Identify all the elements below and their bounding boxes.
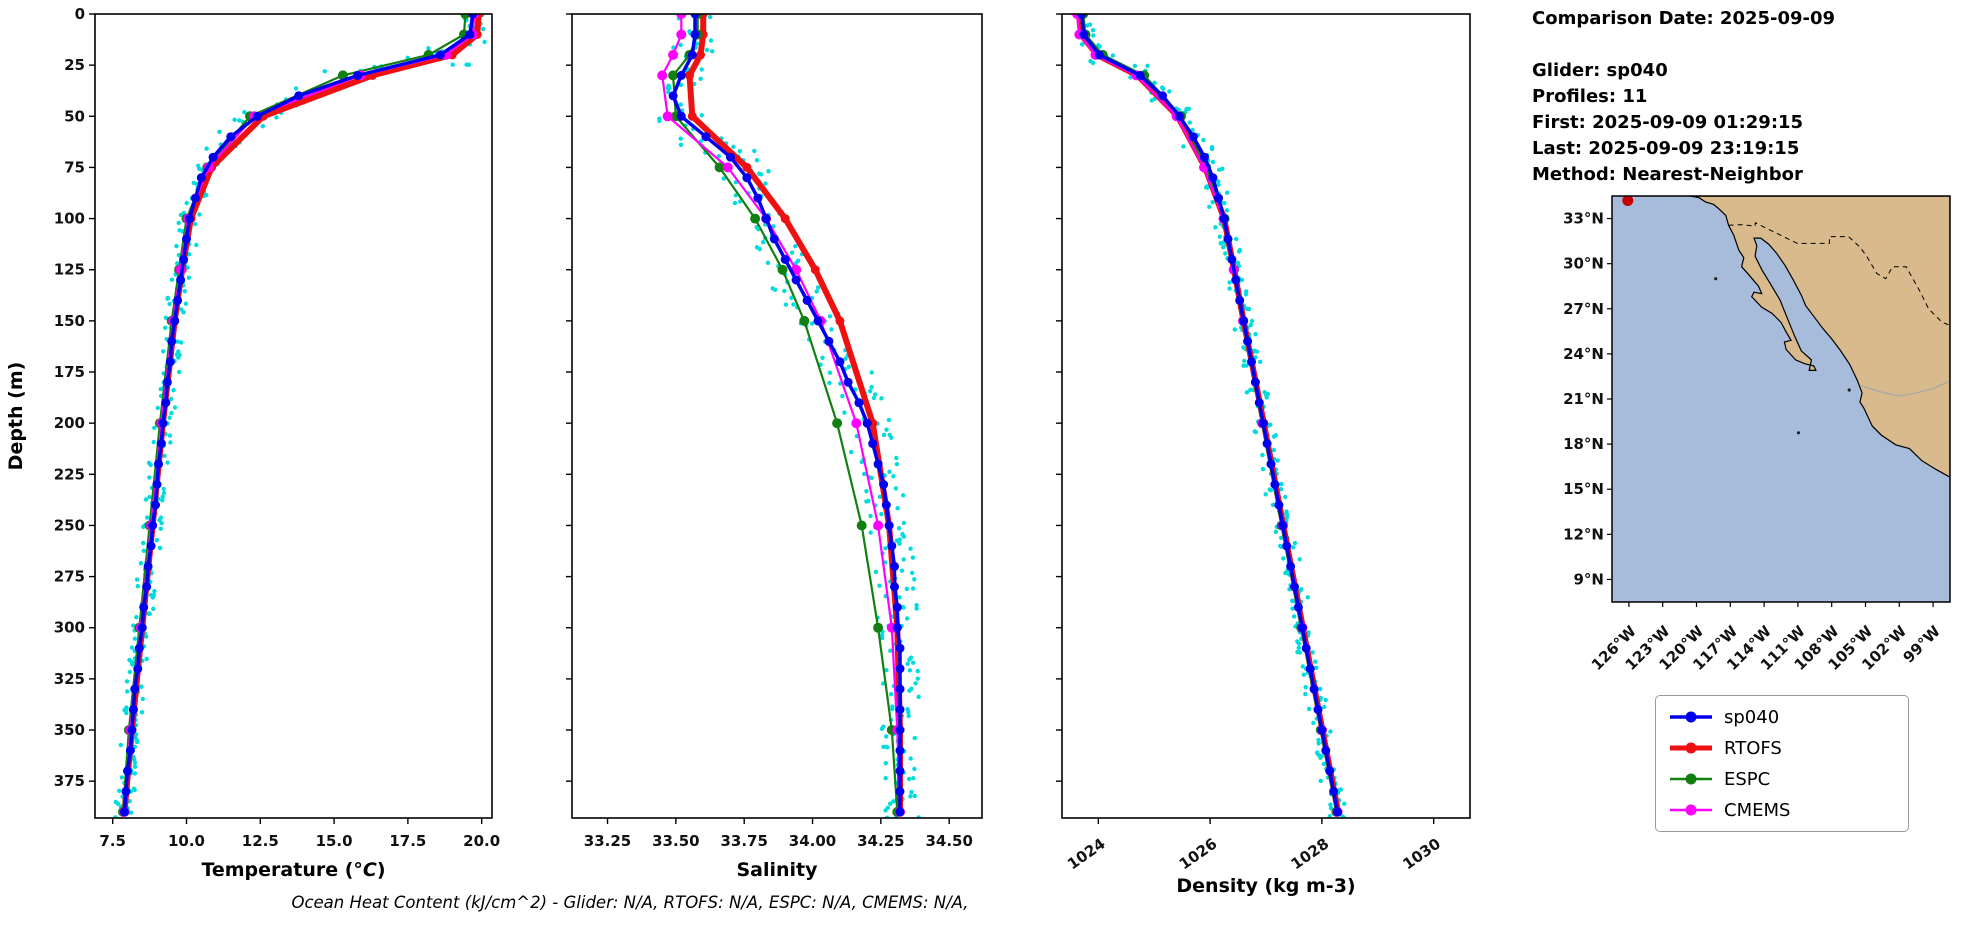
temperature-axis-title: Temperature (°C): [201, 859, 385, 881]
lat-label: 24°N: [1564, 345, 1604, 363]
salinity-frame: [571, 13, 983, 819]
svg-text:34.25: 34.25: [857, 832, 904, 850]
lat-label: 15°N: [1564, 480, 1604, 498]
svg-text:275: 275: [54, 568, 85, 586]
island-dot: [1796, 431, 1801, 435]
series-sp040: [668, 14, 905, 817]
lat-label: 30°N: [1564, 255, 1604, 273]
island-dot: [1847, 388, 1851, 392]
svg-text:125: 125: [54, 261, 85, 279]
svg-text:17.5: 17.5: [389, 832, 426, 850]
glider-raw-profiles: [657, 14, 921, 818]
last-profile-time: Last: 2025-09-09 23:19:15: [1532, 138, 1800, 159]
lat-label: 18°N: [1564, 435, 1604, 453]
svg-text:225: 225: [54, 465, 85, 483]
lat-label: 21°N: [1564, 390, 1604, 408]
info-spacer: [1532, 32, 1835, 58]
glider-raw-profiles: [1071, 14, 1347, 818]
svg-text:300: 300: [54, 619, 85, 637]
depth-axis-label: Depth (m): [5, 362, 27, 471]
comparison-date: Comparison Date: 2025-09-09: [1532, 8, 1836, 29]
legend-label: RTOFS: [1724, 737, 1782, 759]
svg-text:375: 375: [54, 772, 85, 790]
lat-label: 33°N: [1564, 210, 1604, 228]
svg-text:250: 250: [54, 516, 85, 534]
lon-label: 99°W: [1899, 622, 1944, 667]
svg-text:1028: 1028: [1288, 835, 1333, 874]
map-area: [1612, 196, 1950, 602]
series-RTOFS: [1074, 14, 1343, 817]
location-map: 33°N30°N27°N24°N21°N18°N15°N12°N9°N126°W…: [1564, 195, 1951, 674]
svg-text:1024: 1024: [1064, 835, 1109, 874]
first-profile-time: First: 2025-09-09 01:29:15: [1532, 112, 1804, 133]
legend-label: ESPC: [1724, 768, 1771, 790]
svg-text:0: 0: [75, 5, 85, 23]
density-axis-title: Density (kg m-3): [1176, 875, 1355, 897]
svg-text:200: 200: [54, 414, 85, 432]
salinity-panel: 33.25 33.50 33.75 34.00 34.25 34.50 Salinity: [566, 13, 983, 881]
svg-text:325: 325: [54, 670, 85, 688]
glider-name: Glider: sp040: [1532, 60, 1668, 81]
svg-text:33.75: 33.75: [720, 832, 767, 850]
svg-text:75: 75: [64, 158, 85, 176]
svg-text:50: 50: [64, 107, 85, 125]
series-ESPC: [1078, 14, 1342, 817]
svg-text:7.5: 7.5: [99, 832, 126, 850]
legend-label: CMEMS: [1724, 799, 1791, 821]
svg-text:100: 100: [54, 210, 85, 228]
profile-count: Profiles: 11: [1532, 86, 1648, 107]
legend-marker-ESPC: [1670, 773, 1712, 785]
legend-item-sp040: sp040: [1668, 706, 1896, 728]
svg-text:150: 150: [54, 312, 85, 330]
svg-text:25: 25: [64, 56, 85, 74]
svg-text:10.0: 10.0: [168, 832, 205, 850]
svg-text:1030: 1030: [1399, 835, 1444, 874]
series-sp040: [1077, 14, 1342, 817]
profile-panels: 7.5 10.0 12.5 15.0 17.5 20.0 0 25 50 75 100 125 150 1…: [5, 5, 1471, 897]
series-CMEMS: [1072, 14, 1343, 817]
svg-text:33.25: 33.25: [584, 832, 631, 850]
lat-label: 9°N: [1574, 570, 1605, 588]
svg-text:175: 175: [54, 363, 85, 381]
comparison-info: Comparison Date: 2025-09-09 Glider: sp04…: [1532, 6, 1835, 188]
method: Method: Nearest-Neighbor: [1532, 164, 1803, 185]
svg-text:34.50: 34.50: [925, 832, 972, 850]
glider-position-marker: [1622, 196, 1634, 206]
svg-text:1026: 1026: [1176, 835, 1221, 874]
legend-item-CMEMS: CMEMS: [1668, 799, 1896, 821]
right-panel: Comparison Date: 2025-09-09 Glider: sp04…: [1530, 0, 1978, 934]
series-RTOFS: [120, 14, 484, 817]
legend-marker-CMEMS: [1670, 804, 1712, 816]
svg-text:34.00: 34.00: [789, 832, 836, 850]
ocean-heat-content-caption: Ocean Heat Content (kJ/cm^2) - Glider: N…: [291, 893, 969, 912]
salinity-axis-title: Salinity: [736, 859, 818, 881]
lat-label: 27°N: [1564, 300, 1604, 318]
legend-item-ESPC: ESPC: [1668, 768, 1896, 790]
series-RTOFS: [685, 14, 905, 817]
series-sp040: [120, 14, 478, 817]
svg-text:12.5: 12.5: [242, 832, 279, 850]
island-dot: [1714, 277, 1718, 281]
country-border-dashed: [1728, 222, 1950, 326]
river-line: [1860, 380, 1950, 397]
svg-text:15.0: 15.0: [316, 832, 353, 850]
density-panel: 1024 1026 1028 1030 Density (kg m-3): [1056, 13, 1471, 897]
glider-raw-profiles: [113, 14, 487, 818]
temperature-frame: [94, 13, 493, 819]
legend-marker-sp040: [1670, 711, 1712, 723]
temperature-panel: 7.5 10.0 12.5 15.0 17.5 20.0 0 25 50 75 100 125 150 1…: [54, 5, 500, 881]
lat-label: 12°N: [1564, 525, 1604, 543]
legend-label: sp040: [1724, 706, 1780, 728]
legend: sp040 RTOFS ESPC CMEMS: [1655, 695, 1909, 832]
landmass: [1689, 196, 1950, 478]
svg-text:33.50: 33.50: [652, 832, 699, 850]
legend-marker-RTOFS: [1670, 742, 1712, 754]
svg-text:350: 350: [54, 721, 85, 739]
legend-item-RTOFS: RTOFS: [1668, 737, 1896, 759]
svg-text:20.0: 20.0: [463, 832, 500, 850]
density-frame: [1061, 13, 1471, 819]
